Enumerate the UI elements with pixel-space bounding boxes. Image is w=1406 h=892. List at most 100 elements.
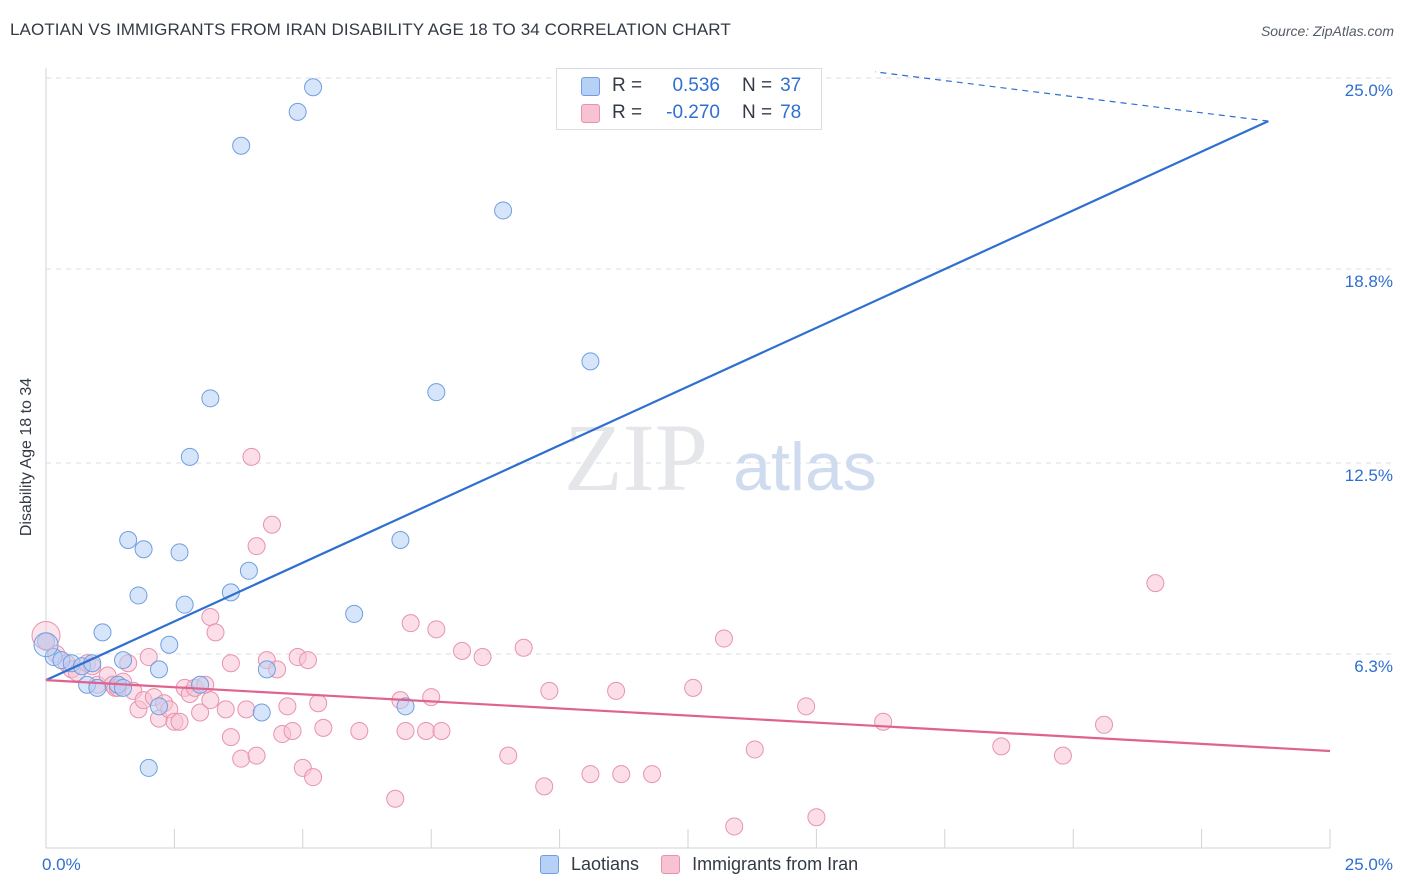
n-label: N =: [742, 75, 773, 96]
point-iran: [314, 718, 333, 737]
watermark: ZIP atlas: [564, 404, 877, 511]
point-laotians: [257, 660, 276, 679]
point-laotians: [201, 389, 220, 408]
point-iran: [807, 808, 826, 827]
point-iran: [607, 681, 626, 700]
point-iran: [422, 688, 441, 707]
point-iran: [201, 608, 220, 626]
point-iran: [453, 641, 472, 660]
point-iran: [247, 537, 266, 556]
point-iran: [206, 623, 225, 642]
point-iran: [247, 746, 266, 765]
point-laotians-large: [33, 632, 59, 658]
point-iran: [309, 694, 328, 713]
point-laotians: [288, 102, 307, 121]
point-iran: [797, 697, 816, 716]
point-laotians: [427, 383, 446, 402]
stats-row-iran: R = -0.270 N = 78: [581, 101, 801, 125]
point-laotians: [180, 447, 199, 466]
r-label: R =: [612, 75, 643, 96]
trendline-laotians-extension: [874, 71, 1269, 122]
point-iran: [432, 721, 451, 740]
point-iran: [216, 700, 235, 719]
point-iran: [499, 746, 518, 765]
point-iran: [684, 678, 703, 697]
point-iran: [221, 728, 240, 747]
r-value: -0.270: [666, 102, 720, 123]
source-credit: Source: ZipAtlas.com: [1260, 23, 1394, 39]
point-iran: [191, 703, 210, 722]
n-value: 78: [780, 102, 802, 123]
point-iran: [714, 629, 733, 648]
trendline-laotians: [45, 120, 1269, 682]
point-iran: [396, 721, 415, 740]
point-iran: [473, 648, 492, 667]
legend-label-laotians: Laotians: [571, 853, 640, 874]
point-iran: [237, 700, 256, 719]
point-laotians: [494, 201, 513, 220]
point-laotians: [160, 635, 179, 654]
point-iran: [221, 654, 240, 673]
stats-legend: R = 0.536 N = 37 R = -0.270 N = 78: [556, 68, 822, 130]
point-iran: [139, 648, 158, 667]
point-iran: [540, 681, 559, 700]
legend-label-iran: Immigrants from Iran: [692, 853, 859, 874]
point-iran: [725, 817, 744, 836]
r-value: 0.536: [672, 75, 720, 96]
r-label: R =: [612, 102, 643, 123]
point-laotians: [396, 697, 415, 716]
point-laotians: [129, 586, 148, 605]
point-laotians: [239, 561, 258, 580]
point-iran: [201, 691, 220, 710]
y-tick-label: 12.5%: [1345, 466, 1393, 485]
point-iran: [1095, 715, 1114, 734]
point-laotians: [114, 651, 133, 670]
point-iran: [427, 620, 446, 639]
y-tick-label: 18.8%: [1345, 272, 1393, 291]
label-layer: 6.3% 12.5% 18.8% 25.0% 0.0% 25.0%: [42, 81, 1393, 874]
stats-row-laotians: R = 0.536 N = 37: [581, 74, 801, 98]
point-laotians: [175, 595, 194, 614]
point-iran: [643, 765, 662, 784]
chart-title: LAOTIAN VS IMMIGRANTS FROM IRAN DISABILI…: [10, 20, 731, 39]
laotians-swatch: [581, 76, 600, 96]
point-laotians: [149, 660, 168, 679]
point-iran: [262, 515, 281, 534]
point-iran: [514, 638, 533, 657]
point-laotians: [391, 531, 410, 549]
point-iran: [535, 777, 554, 796]
point-laotians: [304, 78, 323, 97]
x-tick-label-min: 0.0%: [42, 855, 81, 874]
point-iran: [350, 721, 369, 740]
point-iran: [992, 737, 1011, 756]
point-iran: [1053, 746, 1072, 765]
point-iran: [304, 768, 323, 787]
n-label: N =: [742, 102, 773, 123]
trendline-iran: [45, 679, 1331, 753]
legend-item-laotians[interactable]: Laotians: [540, 854, 639, 875]
point-iran: [298, 651, 317, 670]
point-laotians: [191, 675, 210, 694]
watermark-zip: ZIP: [564, 404, 708, 511]
point-iran: [283, 721, 302, 740]
point-laotians: [345, 604, 364, 623]
point-laotians: [93, 623, 112, 642]
iran-swatch: [581, 103, 600, 123]
trend-layer: [45, 71, 1331, 753]
x-tick-label-max: 25.0%: [1345, 855, 1393, 874]
point-iran: [612, 765, 631, 784]
point-iran: [1146, 574, 1165, 593]
point-laotians: [119, 531, 138, 549]
point-iran: [278, 697, 297, 716]
watermark-atlas: atlas: [733, 429, 877, 505]
point-iran: [581, 765, 600, 784]
points-layer: [31, 78, 1165, 836]
legend-item-iran[interactable]: Immigrants from Iran: [661, 854, 858, 875]
series-legend: Laotians Immigrants from Iran: [540, 851, 880, 877]
point-iran: [417, 721, 436, 740]
y-tick-label: 6.3%: [1354, 657, 1393, 676]
point-iran: [242, 447, 261, 466]
point-laotians: [252, 703, 271, 722]
point-iran: [745, 740, 764, 759]
